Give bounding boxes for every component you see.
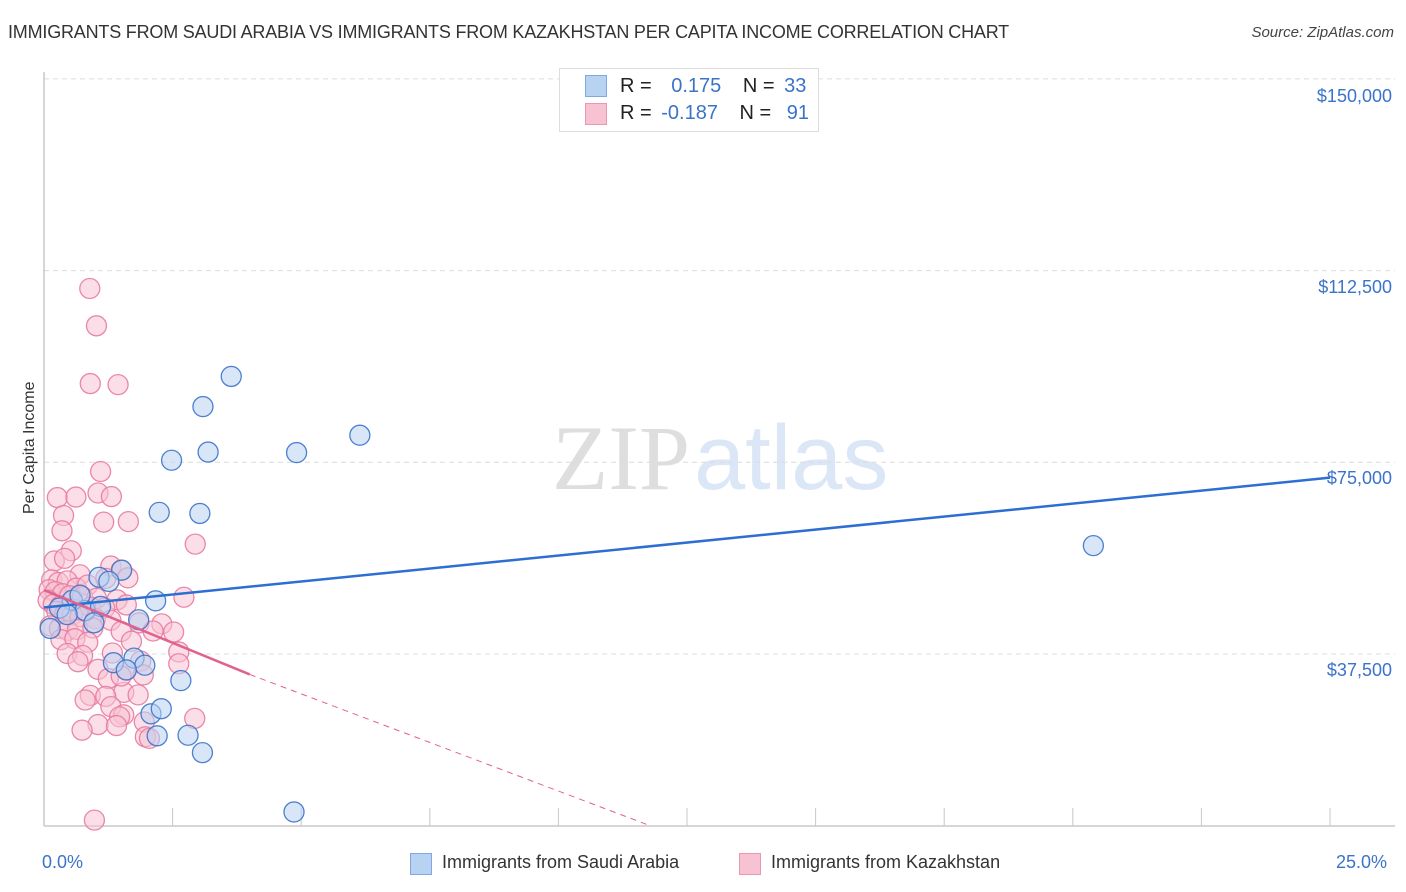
kazakhstan-legend-swatch	[739, 853, 761, 875]
y-tick-37500: $37,500	[1326, 660, 1392, 680]
n-label: N =	[742, 75, 775, 97]
y-axis-label: Per Capita Income	[21, 381, 38, 514]
y-tick-150000: $150,000	[1316, 86, 1392, 106]
kazakhstan-points	[37, 277, 206, 831]
y-tick-75000: $75,000	[1326, 468, 1392, 488]
legend-saudi-arabia: Immigrants from Saudi Arabia	[442, 852, 680, 872]
x-tick-max: 25.0%	[1336, 852, 1388, 872]
saudi-arabia-swatch	[585, 75, 607, 97]
gridlines	[44, 78, 1395, 655]
saudi-arabia-legend-swatch	[410, 853, 432, 875]
y-tick-112500: $112,500	[1318, 277, 1392, 297]
legend-row-kazakhstan: R = -0.187 N = 91	[620, 102, 809, 126]
trendlines	[43, 476, 1331, 827]
axes	[43, 72, 1395, 827]
chart-title: IMMIGRANTS FROM SAUDI ARABIA VS IMMIGRAN…	[8, 22, 1009, 42]
watermark-atlas: atlas	[694, 407, 889, 509]
watermark-zip: ZIP	[552, 407, 690, 509]
r-label: R =	[620, 75, 652, 97]
legend-row-saudi-arabia: R = 0.175 N = 33	[620, 75, 806, 99]
source-label: Source: ZipAtlas.com	[1251, 24, 1394, 41]
correlation-legend: R = 0.175 N = 33 R = -0.187 N = 91	[559, 68, 819, 132]
saudi-arabia-points	[39, 365, 1105, 823]
watermark: ZIPatlas	[552, 405, 888, 511]
n-label: N =	[739, 102, 772, 124]
r-value: 0.175	[671, 75, 722, 97]
n-value: 91	[786, 102, 810, 124]
n-value: 33	[784, 75, 807, 97]
r-value: -0.187	[661, 102, 718, 124]
legend-kazakhstan: Immigrants from Kazakhstan	[771, 852, 1001, 872]
x-tick-min: 0.0%	[42, 852, 84, 872]
kazakhstan-swatch	[585, 103, 607, 125]
r-label: R =	[620, 102, 652, 124]
